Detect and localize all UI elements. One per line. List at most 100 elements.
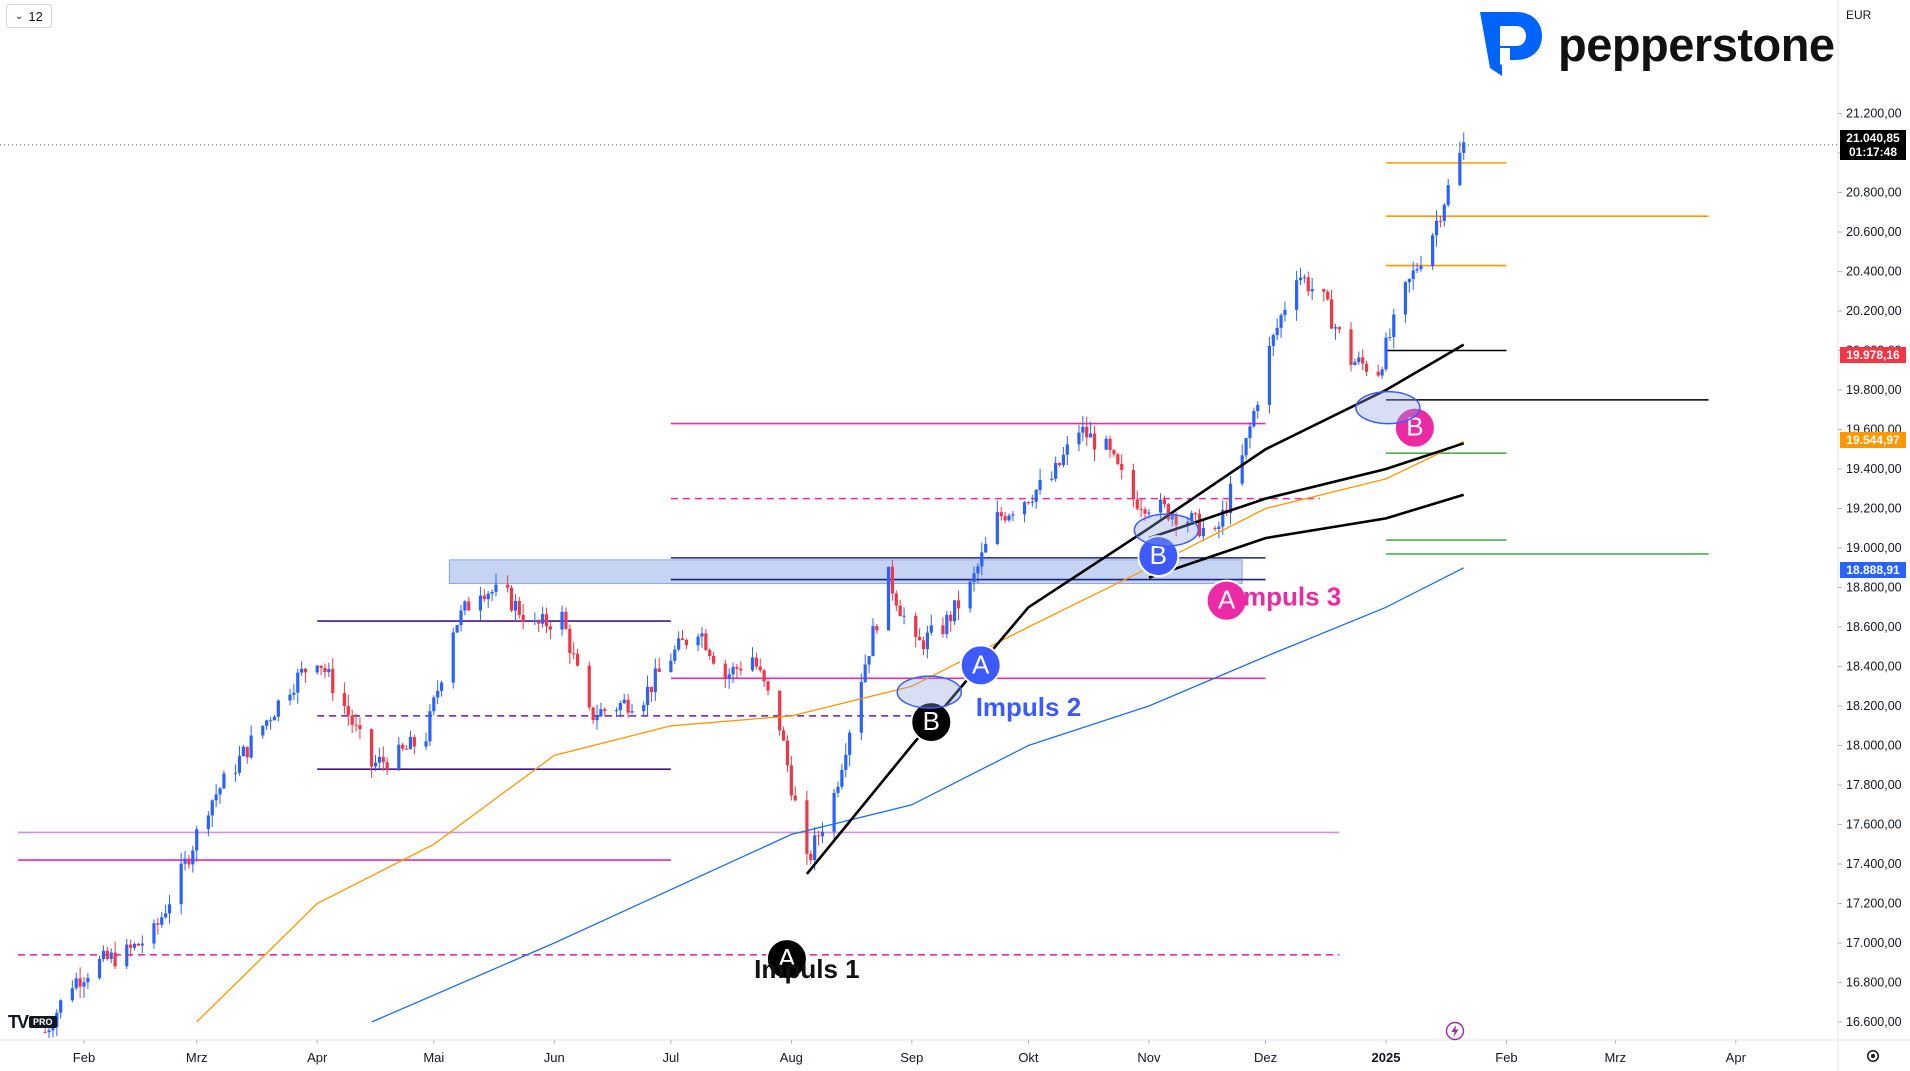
orange-ma-price-tag: 19.544,97 xyxy=(1840,432,1906,449)
candle-body xyxy=(55,1012,59,1027)
moving-average-line xyxy=(196,440,1464,1023)
candle-body xyxy=(886,566,891,631)
candle-body xyxy=(346,706,350,716)
down-candle xyxy=(358,717,362,740)
down-candle xyxy=(412,734,416,755)
marker-b: B xyxy=(910,701,953,744)
y-tick-label: 20.800,00 xyxy=(1846,186,1902,200)
candle-body xyxy=(980,552,984,567)
candle-body xyxy=(494,584,498,592)
gear-icon[interactable] xyxy=(1866,1049,1880,1063)
marker-letter: B xyxy=(923,706,940,736)
x-tick-label: Mrz xyxy=(186,1050,208,1065)
up-candle xyxy=(669,653,673,673)
down-candle xyxy=(319,665,323,676)
candle-body xyxy=(533,620,537,622)
candle-body xyxy=(1376,371,1380,376)
up-candle xyxy=(560,605,564,636)
candle-body xyxy=(1240,455,1244,484)
down-candle xyxy=(708,648,712,660)
up-candle xyxy=(164,904,168,919)
interval-selector[interactable]: ⌄ 12 xyxy=(6,4,52,28)
down-candle xyxy=(1135,490,1139,511)
candle-body xyxy=(237,756,242,773)
candle-body xyxy=(300,668,304,673)
up-candle xyxy=(595,704,599,730)
candle-body xyxy=(222,773,226,789)
candle-body xyxy=(370,729,374,767)
up-candle xyxy=(1201,520,1205,542)
candle-body xyxy=(813,835,817,861)
candle-body xyxy=(513,600,518,611)
up-candle xyxy=(373,754,378,772)
marker-letter: B xyxy=(1150,540,1167,570)
x-tick-label: Mai xyxy=(423,1050,444,1065)
candle-body xyxy=(820,831,825,837)
candle-body xyxy=(614,710,619,712)
candle-body xyxy=(210,800,214,816)
up-candle xyxy=(696,633,700,652)
impulse-label: Impuls 3 xyxy=(1236,581,1341,611)
up-candle xyxy=(459,605,463,632)
candle-body xyxy=(342,693,346,707)
candle-body xyxy=(195,829,199,851)
candle-body xyxy=(1326,291,1330,300)
time-axis[interactable]: Feb Mrz Apr Mai Jun Jul Aug Sep Okt Nov Dez 2025 Feb… xyxy=(73,1040,1747,1065)
candle-body xyxy=(1252,411,1256,427)
down-candle xyxy=(603,707,607,717)
down-candle xyxy=(1213,525,1217,532)
up-candle xyxy=(533,612,537,625)
candle-body xyxy=(1302,277,1306,279)
candle-body xyxy=(1407,279,1411,283)
candle-body xyxy=(918,636,922,641)
candle-body xyxy=(816,835,821,837)
candle-body xyxy=(164,913,168,918)
down-candle xyxy=(575,648,580,667)
down-candle xyxy=(704,629,708,651)
up-candle xyxy=(984,536,988,553)
candle-body xyxy=(206,815,210,830)
candle-body xyxy=(972,573,976,582)
up-candle xyxy=(1050,471,1054,482)
candle-body xyxy=(1388,336,1392,338)
up-candle xyxy=(513,594,518,623)
candle-body xyxy=(439,682,444,691)
candle-body xyxy=(894,593,898,606)
up-candle xyxy=(82,977,86,998)
candle-body xyxy=(1283,309,1287,316)
down-candle xyxy=(778,690,782,736)
y-tick-label: 16.800,00 xyxy=(1846,976,1902,990)
down-candle xyxy=(1329,289,1334,329)
down-candle xyxy=(816,830,821,846)
candle-body xyxy=(840,769,844,787)
candle-body xyxy=(750,657,755,671)
candle-body xyxy=(358,725,362,730)
candle-body xyxy=(272,716,277,721)
up-candle xyxy=(140,935,144,954)
candle-body xyxy=(412,736,416,747)
candle-body xyxy=(1419,266,1423,270)
candle-body xyxy=(125,944,129,967)
up-candle xyxy=(630,703,634,714)
candle-body xyxy=(544,614,549,627)
lightning-icon[interactable] xyxy=(1445,1021,1465,1041)
down-candle xyxy=(894,590,898,612)
candle-body xyxy=(459,610,463,626)
up-candle xyxy=(233,764,238,782)
candle-body xyxy=(214,794,218,801)
candle-body xyxy=(233,772,238,774)
up-candle xyxy=(886,566,891,631)
candle-body xyxy=(560,611,564,630)
y-tick-label: 17.400,00 xyxy=(1846,857,1902,871)
candle-body xyxy=(1186,521,1190,525)
candle-body xyxy=(863,664,867,683)
down-candle xyxy=(78,967,82,999)
up-candle xyxy=(618,700,622,718)
up-candle xyxy=(74,972,78,991)
candle-body xyxy=(941,625,945,635)
candle-body xyxy=(373,762,378,767)
down-candle xyxy=(712,652,716,665)
up-candle xyxy=(599,702,603,718)
candle-body xyxy=(758,666,762,671)
